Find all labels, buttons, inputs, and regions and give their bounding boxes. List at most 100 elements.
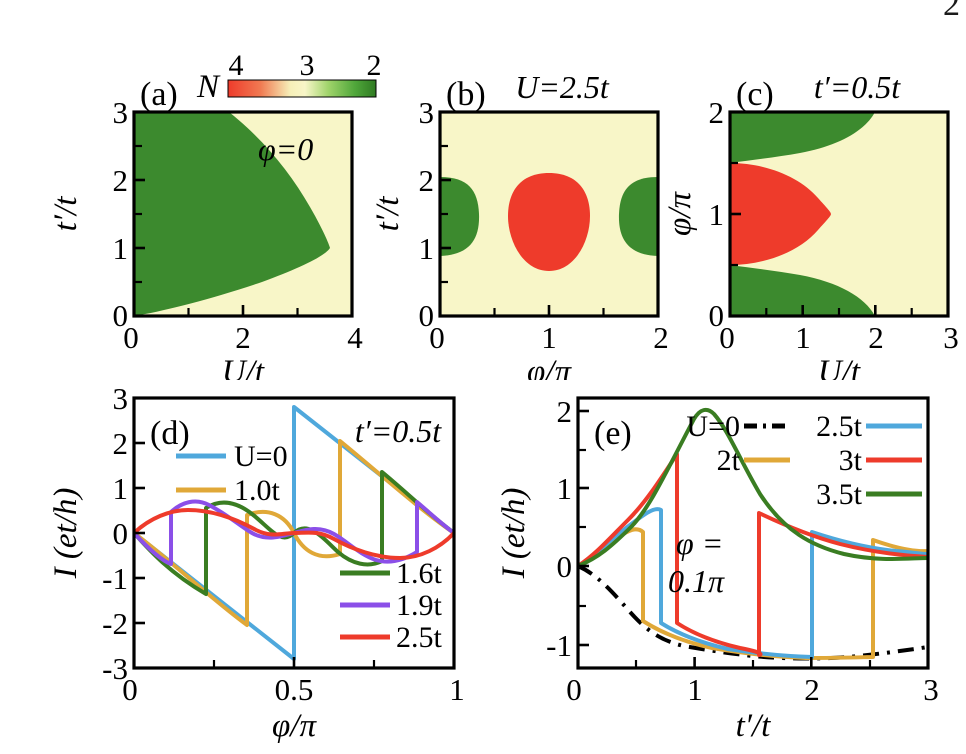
panel-b-region-N2-right	[618, 177, 658, 256]
colorbar-gradient	[227, 79, 377, 98]
panel-e-annotation-line2: 0.1π	[668, 563, 725, 599]
panel-a-label: (a)	[140, 76, 178, 113]
panel-b-xticks	[438, 305, 660, 316]
panel-e-ytick-m1: -1	[546, 628, 572, 663]
panel-a-ytick-1: 1	[113, 231, 129, 266]
panel-e-ytick-1: 1	[557, 471, 573, 506]
panel-e-legend-label-2p5t: 2.5t	[816, 410, 863, 443]
panel-a-region-N2	[134, 112, 330, 316]
panel-d-ylabel: I (et/h)	[48, 488, 84, 580]
panel-e-ylabel: I (et/h)	[496, 488, 532, 580]
panel-a-xtick-2: 2	[235, 320, 251, 355]
panel-e-annotation-line1: φ =	[676, 525, 723, 561]
corner-page-mark: 2	[943, 0, 960, 23]
panel-c: 0 1 2 3 0 1 2 (c) t′=0.5t U/t φ/π	[662, 69, 959, 380]
panel-e-curve-U0	[578, 564, 928, 661]
colorbar-tick-4: 4	[229, 49, 244, 82]
panel-e-legend-left: U=0 2t	[686, 410, 790, 477]
panel-e-xtick-1: 1	[687, 672, 703, 707]
panel-e-legend-label-3p5t: 3.5t	[816, 478, 863, 511]
panel-d-xtick-1: 1	[449, 672, 465, 707]
panel-d-ytick-m2: -2	[102, 606, 128, 641]
panel-b-ylabel: t′/t	[370, 196, 406, 232]
colorbar-symbol: N	[196, 69, 221, 105]
panel-b-region-N2-left	[440, 177, 480, 256]
panel-a-yticks	[134, 110, 145, 318]
panel-c-region-N2-top	[730, 112, 875, 163]
colorbar-tick-3: 3	[300, 49, 315, 82]
panel-d-legend-bottom: 1.6t 1.9t 2.5t	[340, 557, 443, 654]
panel-b-label: (b)	[446, 76, 486, 113]
panel-e-xlabel: t′/t	[736, 708, 772, 744]
panel-b-xtick-0: 0	[429, 320, 445, 355]
panel-e-ytick-0: 0	[557, 549, 573, 584]
panel-d-xticks	[132, 657, 456, 668]
panel-b-ytick-3: 3	[419, 95, 435, 130]
panel-c-region-N2-bottom	[730, 265, 875, 316]
panel-d-annotation: t′=0.5t	[355, 413, 442, 449]
panel-b-ytick-2: 2	[419, 163, 435, 198]
panel-e-legend-label-3t: 3t	[839, 444, 863, 477]
panel-a-ytick-3: 3	[113, 95, 129, 130]
panel-d: 0 0.5 1 -3 -2 -1 0 1 2 3 (d) t′=0.5t φ/π…	[48, 381, 465, 744]
panel-d-ytick-1: 1	[113, 471, 129, 506]
panel-d-ytick-0: 0	[113, 516, 129, 551]
panel-d-legend-label-1p0t: 1.0t	[234, 474, 281, 507]
panel-e-xticks	[576, 657, 930, 668]
panel-d-legend-label-U0: U=0	[234, 440, 288, 473]
panel-a-ylabel: t′/t	[48, 196, 84, 232]
panel-d-legend-label-1p9t: 1.9t	[396, 589, 443, 622]
panel-b-region-N4	[508, 173, 590, 271]
panel-d-curve-2p5t	[134, 508, 454, 560]
panel-b: 0 1 2 0 1 2 3 (b) U=2.5t φ/π t′/t	[370, 69, 669, 380]
panel-d-ytick-3: 3	[113, 381, 129, 416]
panel-d-ytick-m1: -1	[102, 561, 128, 596]
colorbar-tick-2: 2	[367, 49, 382, 82]
panel-b-xtick-2: 2	[653, 320, 669, 355]
panel-b-ytick-1: 1	[419, 231, 435, 266]
panel-e-yticks	[578, 409, 589, 647]
panel-a-xtick-0: 0	[123, 320, 139, 355]
panel-d-xtick-0p5: 0.5	[275, 672, 314, 707]
panel-e-legend-right: 2.5t 3t 3.5t	[816, 410, 922, 511]
panel-e-curve-2p5t	[578, 507, 928, 659]
panel-e-curves	[578, 407, 928, 661]
panel-c-xlabel: U/t	[818, 354, 861, 380]
panel-c-label: (c)	[736, 76, 774, 113]
panel-d-curves	[134, 405, 454, 661]
panel-e-legend-label-U0: U=0	[686, 410, 740, 443]
panel-d-legend-label-1p6t: 1.6t	[396, 557, 443, 590]
panel-c-xticks	[728, 305, 950, 316]
panel-d-ytick-m3: -3	[102, 651, 128, 686]
top-row-panels: N 4 3 2	[48, 49, 959, 380]
panel-c-ytick-1: 1	[709, 197, 725, 232]
panel-c-xtick-1: 1	[795, 320, 811, 355]
panel-a-ytick-0: 0	[113, 298, 129, 333]
panel-d-xlabel: φ/π	[272, 708, 317, 744]
bottom-row-panels: 0 0.5 1 -3 -2 -1 0 1 2 3 (d) t′=0.5t φ/π…	[48, 381, 939, 744]
panel-c-annotation: t′=0.5t	[814, 69, 901, 105]
panel-e-label: (e)	[594, 415, 632, 452]
panel-c-xtick-2: 2	[868, 320, 884, 355]
panel-d-legend-top: U=0 1.0t	[176, 440, 288, 507]
panel-b-ytick-0: 0	[419, 298, 435, 333]
panel-a-xtick-4: 4	[347, 320, 363, 355]
panel-b-xlabel: φ/π	[527, 354, 572, 380]
panel-e-legend-label-2t: 2t	[717, 444, 741, 477]
panel-e-xtick-3: 3	[923, 672, 939, 707]
panel-b-yticks	[440, 110, 451, 318]
panel-c-ylabel: φ/π	[662, 191, 698, 236]
panel-d-legend-label-2p5t: 2.5t	[396, 621, 443, 654]
panel-d-yticks	[134, 396, 145, 670]
panel-c-ytick-2: 2	[709, 95, 725, 130]
panel-e: 0 1 2 3 -1 0 1 2 (e) φ = 0.1π t′/t I (et…	[496, 394, 939, 744]
panel-e-xtick-0: 0	[566, 672, 582, 707]
panel-b-xtick-1: 1	[541, 320, 557, 355]
panel-a-xlabel: U/t	[222, 354, 265, 380]
panel-a-annotation: φ=0	[258, 131, 313, 167]
panel-d-ytick-2: 2	[113, 426, 129, 461]
panel-e-curve-3p5t	[578, 407, 928, 568]
panel-b-annotation: U=2.5t	[515, 69, 610, 105]
panel-d-xtick-0: 0	[122, 672, 138, 707]
